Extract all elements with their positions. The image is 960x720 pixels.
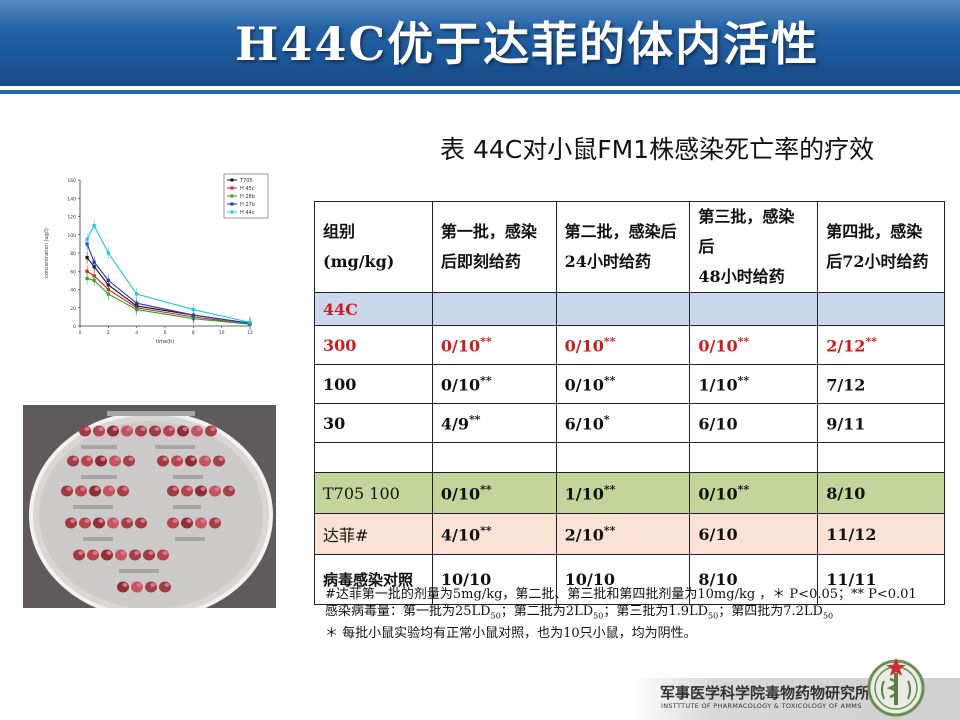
data-point [106, 278, 110, 282]
x-axis-label: time(h) [156, 339, 174, 345]
tamiflu-row: 达菲# 4/10** 2/10** 6/10 11/12 [314, 513, 945, 555]
legend-label: H 28b [240, 194, 255, 200]
y-tick-label: 100 [67, 233, 76, 239]
page-title: H44C优于达菲的体内活性 [235, 17, 820, 71]
x-tick-label: 10 [219, 330, 225, 336]
x-tick-label: 8 [192, 330, 195, 336]
group-44c-label: 44C [314, 292, 433, 326]
concentration-chart: 0 20 40 60 80 100 120 140 160 0 2 4 6 8 10 12 time(h) con… [28, 158, 282, 368]
table-row: 30 4/9** 6/10* 6/10 9/11 [314, 403, 945, 443]
data-point [85, 276, 89, 281]
legend-label: H 44c [240, 210, 255, 216]
x-tick-label: 6 [164, 330, 167, 336]
header-group: 组别 (mg/kg) [314, 201, 433, 293]
y-tick-label: 120 [67, 215, 76, 221]
legend-label: H 27b [240, 202, 255, 208]
legend-marker [230, 186, 234, 190]
group-44c-row: 44C [314, 292, 945, 326]
y-tick-label: 20 [70, 306, 76, 312]
data-point [135, 307, 139, 312]
data-point [92, 260, 96, 264]
series-line [86, 270, 251, 325]
data-point [135, 301, 139, 305]
data-point [135, 292, 139, 296]
legend-marker [230, 210, 234, 214]
series-line [86, 243, 251, 324]
data-point [85, 255, 89, 260]
table-row: 100 0/10** 0/10** 1/10** 7/12 [314, 364, 945, 404]
series-line [86, 224, 251, 323]
title-banner [0, 0, 960, 86]
header-batch1: 第一批，感染 后即刻给药 [431, 201, 557, 293]
data-point [106, 292, 110, 296]
institute-name-cn: 军事医学科学院毒物药物研究所 [660, 684, 871, 702]
institute-name-en: INSTTTUTE OF PHARMACOLOGY & TOXICOLOGY O… [661, 702, 862, 710]
legend-label: H 45c [240, 186, 255, 192]
data-point [92, 278, 96, 282]
blank-row [314, 442, 945, 473]
data-point [248, 320, 252, 324]
y-axis-label: concentration (ug/l) [44, 228, 50, 278]
x-tick-label: 12 [247, 330, 253, 336]
header-batch2: 第二批，感染后 24小时给药 [555, 201, 691, 293]
note-control: ＊ 每批小鼠实验均有正常小鼠对照，也为10只小鼠，均为阴性。 [325, 625, 697, 641]
mouse-lung-photo [23, 405, 276, 608]
table-notes: #达菲第一批的剂量为5mg/kg，第二批、第三批和第四批剂量为10mg/kg ，… [325, 586, 950, 642]
note-virus-dose: 感染病毒量：第一批为25LD50；第二批为2LD50；第三批为1.9LD50；第… [325, 604, 834, 621]
y-tick-label: 160 [67, 178, 76, 184]
note-dosage: #达菲第一批的剂量为5mg/kg，第二批、第三批和第四批剂量为10mg/kg ，… [325, 587, 917, 602]
data-point [191, 307, 195, 312]
y-tick-label: 0 [73, 324, 76, 330]
data-point [92, 224, 96, 228]
efficacy-table: 组别 (mg/kg) 第一批，感染 后即刻给药 第二批，感染后 24小时给药 第三批，… [314, 201, 945, 605]
y-tick-label: 40 [70, 288, 76, 294]
legend-marker [230, 178, 234, 182]
table-caption: 表 44C对小鼠FM1株感染死亡率的疗效 [440, 135, 875, 164]
y-tick-label: 140 [67, 196, 76, 202]
table-header-row: 组别 (mg/kg) 第一批，感染 后即刻给药 第二批，感染后 24小时给药 第三批，… [314, 201, 945, 293]
table-row: 300 0/10** 0/10** 0/10** 2/12** [314, 325, 945, 365]
legend-label: T705 [239, 178, 253, 184]
data-point [85, 269, 89, 273]
title-divider [0, 90, 960, 94]
control-row: 病毒感染对照 10/10 10/10 8/10 11/11 [314, 554, 945, 605]
x-tick-label: 2 [107, 330, 110, 336]
t705-row: T705 100 0/10** 1/10** 0/10** 8/10 [314, 472, 945, 514]
header-batch3: 第三批，感染后 48小时给药 [689, 201, 819, 293]
institute-emblem-icon [867, 658, 925, 717]
header-batch4: 第四批，感染 后72小时给药 [817, 201, 945, 293]
x-tick-label: 4 [135, 330, 138, 336]
legend-marker [230, 194, 234, 198]
y-tick-label: 80 [70, 251, 76, 257]
x-tick-label: 0 [79, 330, 82, 336]
y-tick-label: 60 [70, 269, 76, 275]
legend-marker [230, 202, 234, 206]
data-point [106, 251, 110, 255]
data-point [85, 237, 89, 241]
